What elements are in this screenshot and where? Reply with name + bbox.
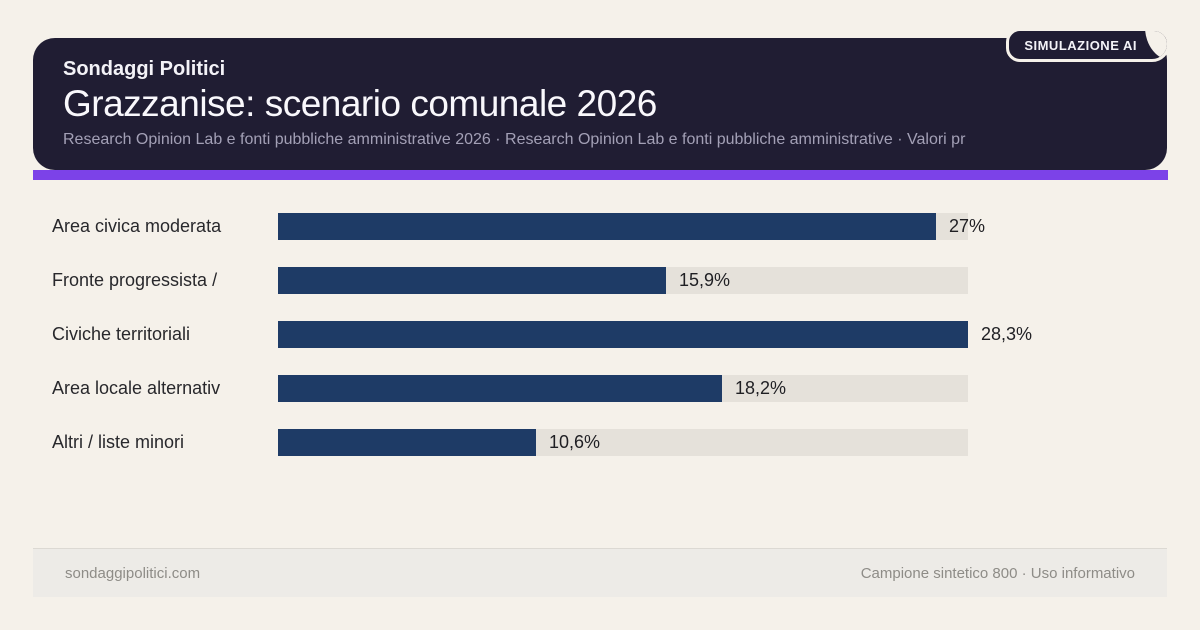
badge-curl-decoration bbox=[1145, 31, 1168, 59]
bar-track: 10,6% bbox=[278, 429, 968, 456]
category-label: Civiche territoriali bbox=[52, 324, 191, 344]
bar-track: 28,3% bbox=[278, 321, 1032, 348]
value-label: 10,6% bbox=[549, 432, 601, 452]
chart-row: Area locale alternativ 18,2% bbox=[52, 375, 1152, 402]
subtitle: Research Opinion Lab e fonti pubbliche a… bbox=[63, 131, 966, 148]
bar-track: 27% bbox=[278, 213, 985, 240]
category-label: Fronte progressista / bbox=[52, 270, 218, 290]
footer-sample-label: Campione sintetico 800 · Uso informativo bbox=[860, 564, 1135, 582]
category-label: Area civica moderata bbox=[52, 216, 222, 236]
bar-fill bbox=[278, 429, 537, 456]
chart-row: Fronte progressista / 15,9% bbox=[52, 267, 1152, 294]
bar-fill bbox=[278, 321, 968, 348]
bar-track: 18,2% bbox=[278, 375, 968, 402]
value-label: 18,2% bbox=[735, 378, 787, 398]
chart-row: Area civica moderata 27% bbox=[52, 213, 1152, 240]
value-label: 27% bbox=[949, 216, 986, 236]
footer: sondaggipolitici.com Campione sintetico … bbox=[33, 548, 1167, 597]
category-label: Altri / liste minori bbox=[52, 432, 185, 452]
category-label: Area locale alternativ bbox=[52, 378, 221, 398]
bar-fill bbox=[278, 375, 722, 402]
value-label: 15,9% bbox=[679, 270, 731, 290]
simulation-badge-label: SIMULAZIONE AI bbox=[1024, 37, 1137, 53]
accent-bar bbox=[33, 170, 1168, 180]
page-title: Grazzanise: scenario comunale 2026 bbox=[63, 83, 657, 124]
bar-track: 15,9% bbox=[278, 267, 968, 294]
chart-row: Altri / liste minori 10,6% bbox=[52, 429, 1152, 456]
simulation-badge: SIMULAZIONE AI bbox=[1006, 28, 1170, 62]
bar-fill bbox=[278, 213, 937, 240]
footer-site-label: sondaggipolitici.com bbox=[65, 564, 201, 582]
chart-row: Civiche territoriali 28,3% bbox=[52, 321, 1152, 348]
bar-chart: Area civica moderata 27% Fronte progress… bbox=[52, 213, 1152, 456]
brand-label: Sondaggi Politici bbox=[63, 58, 226, 80]
header-card: Sondaggi Politici Grazzanise: scenario c… bbox=[33, 38, 1167, 170]
value-label: 28,3% bbox=[981, 324, 1033, 344]
bar-fill bbox=[278, 267, 666, 294]
